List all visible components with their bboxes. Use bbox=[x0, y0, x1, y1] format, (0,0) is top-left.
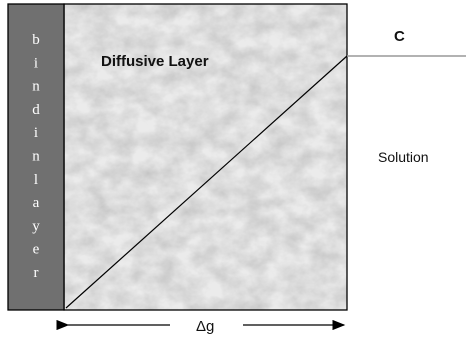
binding-layer-letter: b bbox=[32, 32, 40, 48]
binding-layer-letter: y bbox=[32, 218, 40, 234]
concentration-gradient-line bbox=[65, 55, 348, 309]
binding-layer-letter: d bbox=[32, 102, 40, 118]
binding-layer-letter: n bbox=[32, 79, 40, 95]
diffusive-layer-texture bbox=[64, 4, 347, 310]
diffusive-layer-title: Diffusive Layer bbox=[101, 53, 209, 70]
concentration-label: C bbox=[394, 28, 405, 45]
binding-layer-letter: i bbox=[34, 125, 38, 141]
solution-label: Solution bbox=[378, 149, 429, 165]
binding-layer-letter: n bbox=[32, 149, 40, 165]
binding-layer-letter: l bbox=[34, 172, 38, 188]
binding-layer-strip bbox=[7, 3, 65, 311]
binding-layer-letter: i bbox=[34, 55, 38, 71]
diffusive-layer: Diffusive Layer bbox=[63, 3, 348, 311]
binding-layer-letter: r bbox=[34, 265, 39, 281]
binding-layer-letter: e bbox=[33, 242, 40, 258]
thickness-label: Δg bbox=[196, 318, 214, 335]
binding-layer-letter: a bbox=[33, 195, 40, 211]
